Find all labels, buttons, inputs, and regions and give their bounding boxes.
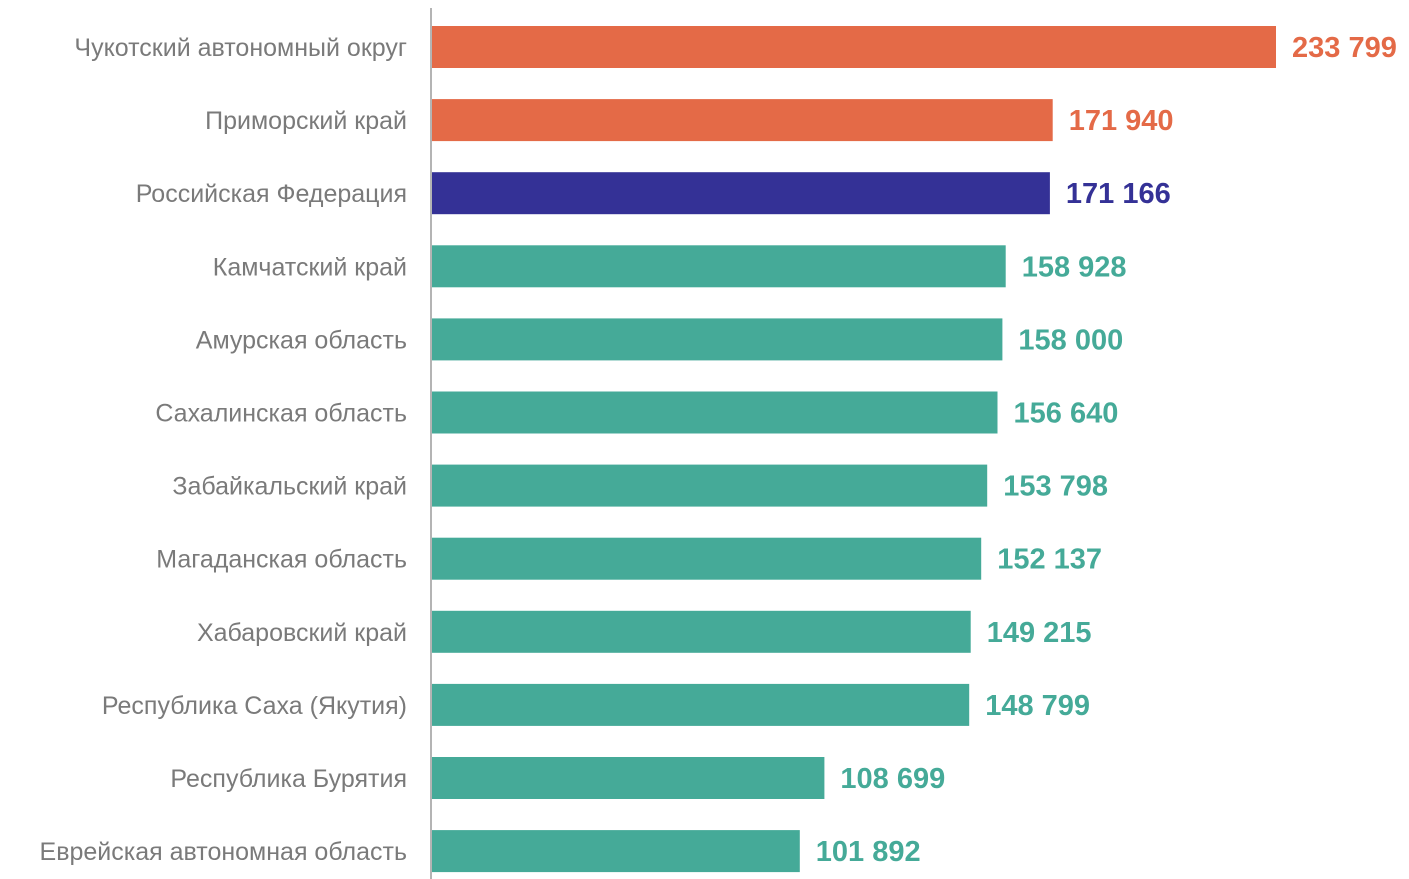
category-label-8: Хабаровский край: [197, 619, 407, 647]
bar-8: [432, 610, 971, 653]
value-label-3: 158 928: [1022, 251, 1127, 283]
bar-4: [432, 318, 1003, 361]
value-label-4: 158 000: [1018, 324, 1123, 356]
bar-6: [432, 464, 988, 507]
value-label-7: 152 137: [997, 544, 1102, 576]
category-label-0: Чукотский автономный округ: [74, 34, 407, 62]
value-label-5: 156 640: [1014, 398, 1119, 430]
bar-2: [432, 172, 1050, 215]
value-label-2: 171 166: [1066, 178, 1171, 210]
category-label-3: Камчатский край: [213, 253, 407, 281]
bar-0: [432, 26, 1276, 68]
bar-7: [432, 537, 982, 580]
category-label-7: Магаданская область: [156, 546, 407, 574]
value-labels-group: 233 799 171 940 171 166 158 928 158 000 156 6…: [816, 32, 1397, 868]
category-label-9: Республика Саха (Якутия): [102, 692, 407, 720]
bar-5: [432, 391, 998, 434]
value-label-11: 101 892: [816, 836, 921, 868]
category-label-5: Сахалинская область: [155, 400, 407, 428]
category-labels-group: Чукотский автономный округ Приморский кра…: [40, 34, 407, 866]
bar-3: [432, 245, 1006, 288]
value-label-1: 171 940: [1069, 105, 1174, 137]
category-label-4: Амурская область: [196, 326, 407, 354]
bar-11: [432, 830, 800, 873]
value-label-8: 149 215: [987, 617, 1092, 649]
value-label-0: 233 799: [1292, 32, 1397, 64]
value-label-9: 148 799: [985, 690, 1090, 722]
category-label-1: Приморский край: [205, 107, 407, 135]
bar-1: [432, 99, 1053, 142]
bar-10: [432, 757, 825, 799]
bar-9: [432, 683, 970, 726]
category-label-10: Республика Бурятия: [170, 765, 407, 793]
bars-group: [432, 26, 1276, 873]
category-label-6: Забайкальский край: [172, 473, 407, 501]
value-label-10: 108 699: [840, 763, 945, 795]
value-label-6: 153 798: [1003, 471, 1108, 503]
category-label-11: Еврейская автономная область: [40, 838, 407, 866]
category-label-2: Российская Федерация: [136, 180, 407, 208]
